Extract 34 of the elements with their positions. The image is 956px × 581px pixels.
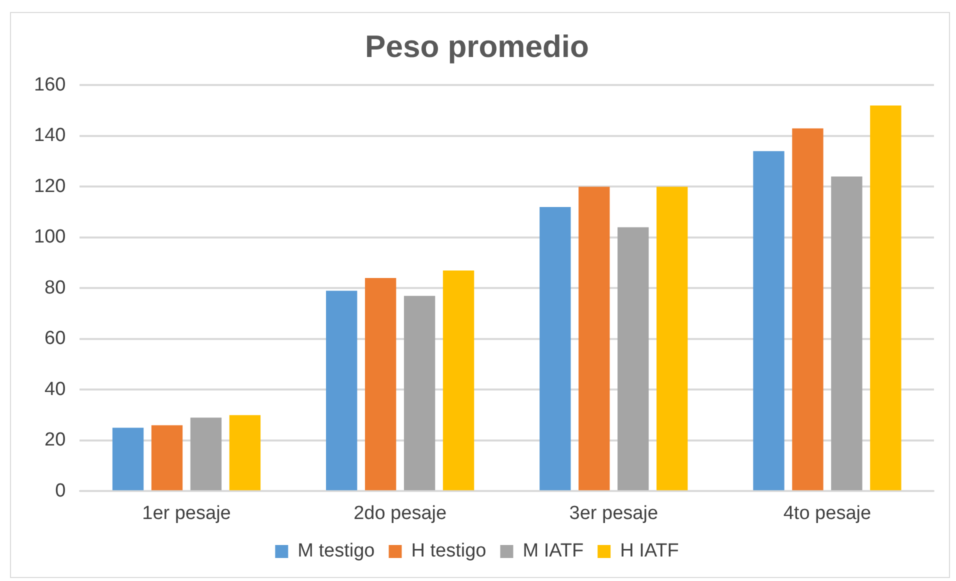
x-tick-label: 4to pesaje — [783, 502, 872, 524]
y-tick-label: 80 — [44, 277, 66, 298]
bar — [540, 207, 571, 490]
legend-label: M IATF — [522, 540, 584, 562]
y-tick-label: 100 — [34, 226, 66, 248]
y-tick-label: 160 — [34, 74, 66, 96]
bar — [792, 128, 824, 490]
bar — [364, 278, 396, 490]
bar — [442, 270, 474, 490]
y-tick-label: 140 — [34, 125, 66, 146]
y-tick-label: 40 — [44, 378, 66, 400]
x-tick-label: 2do pesaje — [354, 502, 447, 524]
chart-title: Peso promedio — [365, 29, 589, 64]
bar — [831, 176, 862, 490]
y-tick-label: 20 — [44, 430, 66, 451]
legend-label: H testigo — [411, 540, 486, 562]
legend-label: H IATF — [620, 540, 679, 562]
legend-label: M testigo — [298, 540, 375, 562]
bar — [618, 227, 649, 490]
x-tick-label: 3er pesaje — [569, 502, 658, 524]
bar — [404, 296, 436, 490]
bar — [326, 290, 358, 490]
bar — [656, 186, 688, 490]
bar — [753, 151, 784, 490]
bar — [190, 418, 222, 490]
y-tick-label: 0 — [55, 480, 66, 502]
bar — [229, 415, 261, 490]
y-tick-label: 60 — [44, 328, 66, 350]
x-tick-label: 1er pesaje — [142, 502, 231, 524]
bar — [578, 186, 610, 490]
bar — [151, 425, 183, 490]
bar — [870, 106, 902, 490]
y-tick-label: 120 — [34, 176, 66, 197]
bar — [112, 428, 144, 490]
